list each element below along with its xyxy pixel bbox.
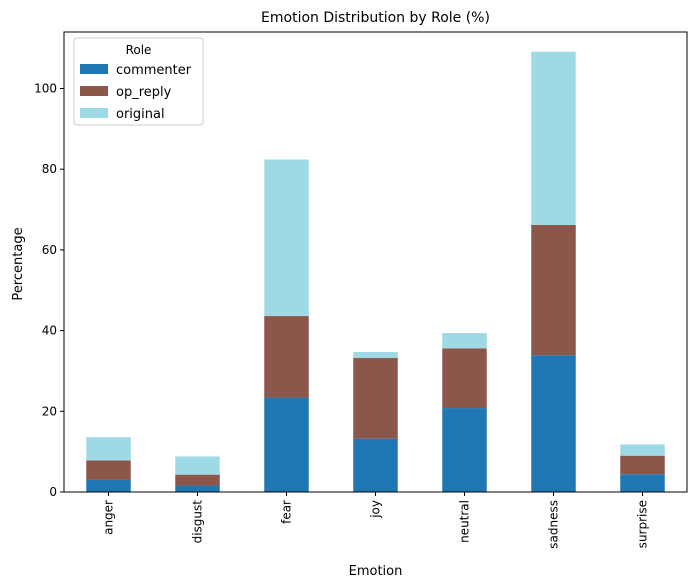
bar-neutral-op_reply: [442, 348, 487, 409]
chart-title: Emotion Distribution by Role (%): [261, 10, 490, 26]
x-tick-label-neutral: neutral: [458, 500, 472, 543]
bar-anger-commenter: [86, 479, 131, 492]
y-tick-label: 40: [42, 324, 57, 338]
y-axis-label: Percentage: [11, 227, 26, 300]
x-axis: anger disgust fear joy neutral sadness surpris…: [102, 492, 650, 549]
bar-sadness-original: [531, 51, 576, 225]
x-tick-label-fear: fear: [280, 500, 294, 524]
legend-label-op_reply: op_reply: [116, 85, 172, 100]
legend: Role commenter op_reply original: [73, 37, 204, 126]
legend-label-commenter: commenter: [116, 63, 192, 78]
bar-neutral-commenter: [442, 408, 487, 492]
bar-surprise-op_reply: [620, 455, 665, 475]
legend-swatch-original: [80, 108, 108, 118]
bar-surprise-original: [620, 444, 665, 456]
plot-frame: [63, 31, 688, 493]
y-tick-label: 20: [42, 404, 57, 418]
bar-surprise-commenter: [620, 474, 665, 492]
x-tick-label-anger: anger: [102, 500, 116, 535]
legend-swatch-commenter: [80, 64, 108, 74]
bar-fear-original: [264, 159, 309, 317]
x-axis-label: Emotion: [349, 564, 403, 579]
bar-sadness-op_reply: [531, 224, 576, 356]
legend-swatch-op_reply: [80, 86, 108, 96]
bar-neutral-original: [442, 333, 487, 349]
x-tick-label-surprise: surprise: [636, 500, 650, 548]
y-tick-label: 80: [42, 162, 57, 176]
bar-sadness-commenter: [531, 355, 576, 492]
bar-joy-original: [353, 351, 398, 359]
legend-box: [73, 37, 204, 126]
y-axis: 0 20 40 60 80 100: [34, 81, 64, 499]
bar-joy-commenter: [353, 438, 398, 492]
legend-label-original: original: [116, 107, 165, 122]
bar-disgust-original: [175, 456, 220, 475]
x-tick-label-disgust: disgust: [191, 500, 205, 544]
x-tick-label-joy: joy: [369, 500, 383, 519]
y-tick-label: 100: [34, 81, 57, 95]
y-tick-label: 0: [49, 485, 57, 499]
bar-fear-op_reply: [264, 316, 309, 398]
bar-disgust-op_reply: [175, 474, 220, 486]
bar-anger-op_reply: [86, 460, 131, 480]
bar-anger-original: [86, 437, 131, 461]
bars: [86, 51, 665, 492]
bar-fear-commenter: [264, 397, 309, 492]
y-tick-label: 60: [42, 243, 57, 257]
legend-title: Role: [126, 43, 152, 57]
x-tick-label-sadness: sadness: [547, 500, 561, 549]
bar-disgust-commenter: [175, 485, 220, 492]
bar-joy-op_reply: [353, 358, 398, 439]
